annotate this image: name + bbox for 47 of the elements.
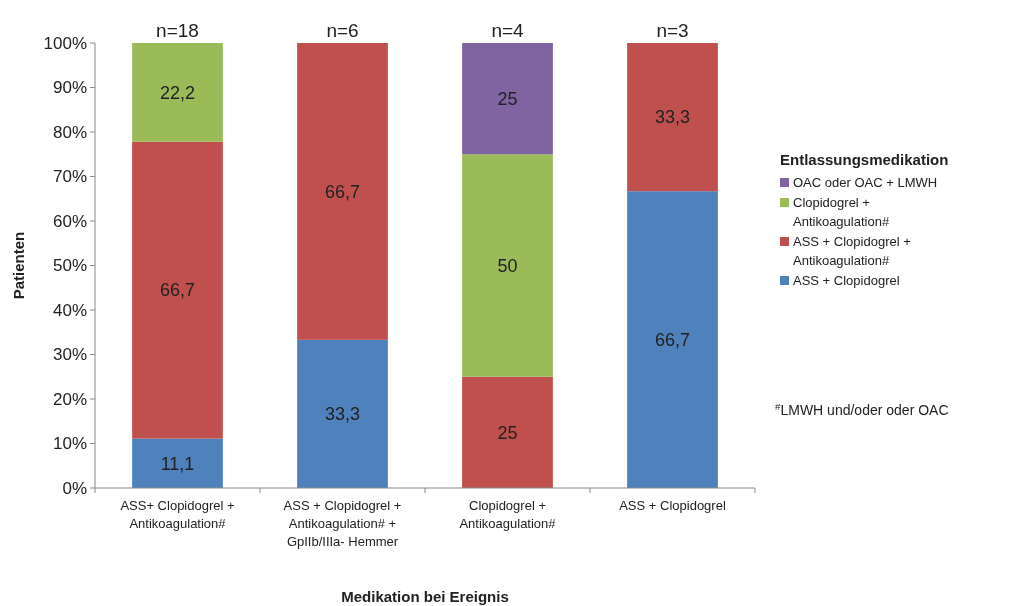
x-axis-title: Medikation bei Ereignis xyxy=(341,588,509,605)
y-tick-label: 10% xyxy=(52,434,87,454)
bar xyxy=(462,154,553,377)
data-label: 33,3 xyxy=(324,404,361,425)
legend-label: ASS + Clopidogrel xyxy=(793,273,900,288)
y-tick-label: 40% xyxy=(52,300,87,320)
annotation: n=3 xyxy=(656,20,689,41)
y-tick-label: 20% xyxy=(52,389,87,409)
x-tick-label: ASS+ Clopidogrel + Antikoagulation# xyxy=(120,498,235,531)
data-label: 22,2 xyxy=(159,82,196,103)
annotation: n=4 xyxy=(491,20,525,41)
x-tick-label: Clopidogrel + Antikoagulation# xyxy=(459,498,557,531)
data-label: 33,3 xyxy=(654,107,691,128)
y-tick-label: 100% xyxy=(43,33,87,53)
bar xyxy=(297,339,388,488)
bar xyxy=(627,43,718,192)
data-label: 11,1 xyxy=(160,453,195,474)
y-tick-label: 90% xyxy=(52,78,87,98)
data-label: 66,7 xyxy=(654,329,691,350)
bar xyxy=(462,43,553,155)
y-tick-label: 70% xyxy=(52,167,87,187)
x-tick-label: ASS + Clopidogrel xyxy=(619,498,726,513)
legend-title: Entlassungsmedikation xyxy=(780,151,949,168)
legend-label: ASS + Clopidogrel + Antikoagulation# xyxy=(793,234,911,268)
legend-label: Clopidogrel + Antikoagulation# xyxy=(793,195,890,229)
annotation: n=18 xyxy=(156,20,199,41)
y-tick-label: 80% xyxy=(52,122,87,142)
legend-label: OAC oder OAC + LMWH xyxy=(793,175,938,190)
bar xyxy=(132,141,223,439)
bar xyxy=(627,191,718,488)
y-tick-label: 0% xyxy=(62,478,87,498)
x-tick-label: ASS + Clopidogrel + Antikoagulation# + GpIIb/IIIa- Hemmer xyxy=(283,498,402,549)
bar xyxy=(132,43,223,142)
data-label: 66,7 xyxy=(159,280,196,301)
text: $^{#}$LMWH und/oder oder OAC xyxy=(775,400,949,418)
y-tick-label: 30% xyxy=(52,345,87,365)
bar xyxy=(297,43,388,340)
bar xyxy=(132,438,223,488)
data-label: 66,7 xyxy=(324,181,361,202)
data-label: 25 xyxy=(497,88,518,109)
annotation: n=6 xyxy=(326,20,359,41)
data-label: 25 xyxy=(497,422,518,443)
bar xyxy=(462,376,553,488)
y-tick-label: 50% xyxy=(52,256,87,276)
data-label: 50 xyxy=(497,255,518,276)
y-tick-label: 60% xyxy=(52,211,87,231)
y-axis-title: Patienten xyxy=(10,231,27,300)
